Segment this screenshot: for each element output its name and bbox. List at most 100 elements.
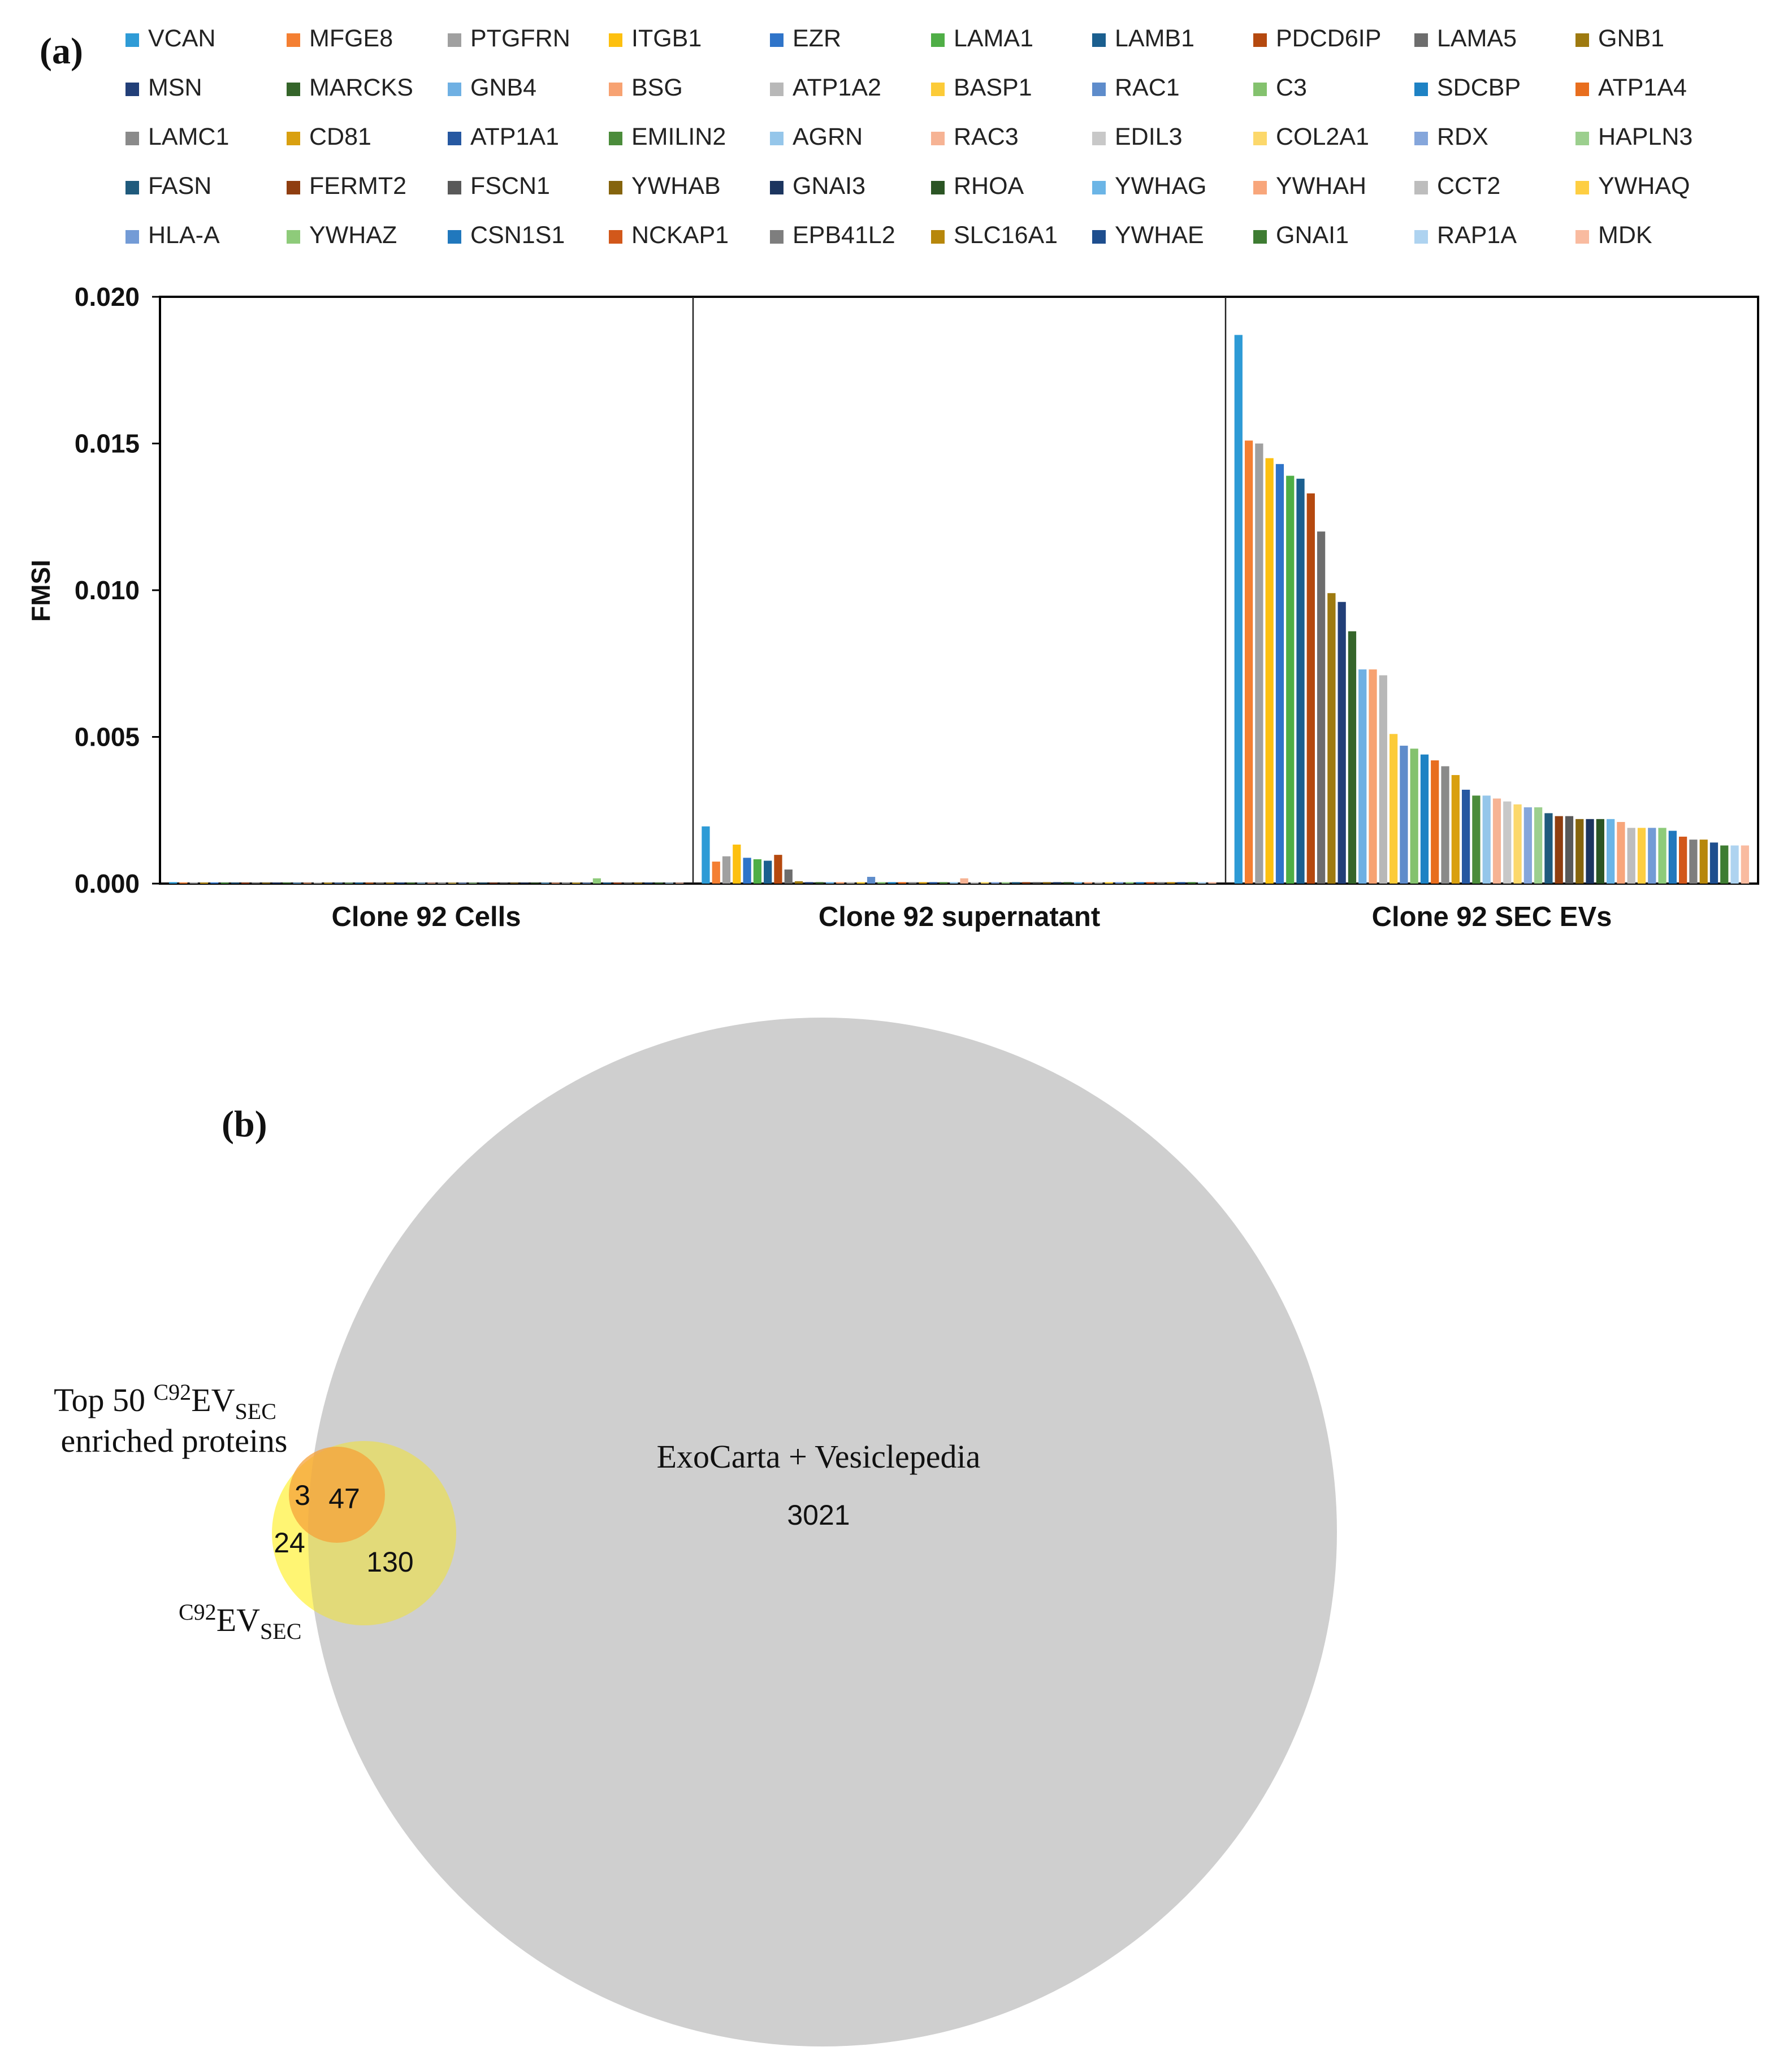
legend-swatch-cct2 — [1414, 181, 1428, 194]
legend-swatch-itgb1 — [609, 33, 622, 47]
legend-label-rdx: RDX — [1437, 123, 1488, 150]
bar-clone-92-cells-fscn1 — [500, 882, 508, 884]
bar-clone-92-cells-rhoa — [531, 882, 539, 884]
bar-clone-92-cells-ywhaz — [592, 878, 601, 884]
bar-clone-92-cells-basp1 — [324, 882, 332, 884]
y-axis-label: FMSI — [26, 560, 55, 622]
legend-swatch-hapln3 — [1575, 132, 1589, 145]
bar-clone-92-sec-evs-hla-a — [1648, 828, 1656, 884]
bar-clone-92-supernatant-ywhaq — [1105, 882, 1113, 884]
bar-clone-92-sec-evs-fscn1 — [1565, 816, 1574, 884]
bar-clone-92-cells-gnai3 — [520, 882, 529, 884]
bar-clone-92-sec-evs-mfge8 — [1244, 440, 1253, 884]
bar-clone-92-cells-mfge8 — [179, 882, 188, 884]
bar-clone-92-supernatant-atp1a1 — [929, 882, 937, 884]
bar-clone-92-supernatant-lama1 — [753, 859, 762, 884]
bar-clone-92-cells-lama1 — [220, 882, 229, 884]
bar-chart: 0.000 0.005 0.010 0.015 0.020 FMSI Clone 92 … — [26, 282, 1759, 932]
legend-label-ywhag: YWHAG — [1115, 172, 1206, 200]
legend-label-agrn: AGRN — [793, 123, 863, 150]
bar-clone-92-sec-evs-msn — [1337, 602, 1346, 884]
bar-clone-92-sec-evs-lama5 — [1317, 531, 1326, 884]
bar-clone-92-supernatant-hapln3 — [1001, 882, 1010, 884]
bar-clone-92-supernatant-agrn — [950, 882, 958, 884]
legend-swatch-vcan — [125, 33, 139, 47]
bar-clone-92-sec-evs-ywhag — [1607, 819, 1615, 884]
bar-clone-92-cells-atp1a4 — [365, 882, 374, 884]
bar-clone-92-cells-gnb1 — [262, 882, 270, 884]
legend-swatch-hla-a — [125, 230, 139, 244]
bar-clone-92-sec-evs-cd81 — [1451, 774, 1460, 884]
bar-clone-92-supernatant-gnai1 — [1187, 882, 1196, 884]
legend-swatch-ywhaz — [287, 230, 300, 244]
legend-swatch-lama5 — [1414, 33, 1428, 47]
bar-clone-92-cells-ywhab — [510, 882, 518, 884]
legend-swatch-atp1a2 — [770, 83, 784, 96]
legend-label-ywhah: YWHAH — [1276, 172, 1366, 200]
bar-clone-92-cells-ywhae — [644, 882, 653, 884]
bar-clone-92-sec-evs-atp1a2 — [1379, 675, 1387, 884]
bar-clone-92-supernatant-msn — [805, 882, 813, 884]
legend-label-slc16a1: SLC16A1 — [954, 222, 1058, 249]
bar-clone-92-supernatant-slc16a1 — [1167, 882, 1175, 884]
bar-clone-92-supernatant-hla-a — [1115, 882, 1124, 884]
bar-clone-92-cells-gnb4 — [293, 882, 301, 884]
venn-label-top50-line2: enriched proteins — [60, 1422, 287, 1459]
bar-clone-92-cells-atp1a1 — [396, 882, 405, 884]
legend-label-edil3: EDIL3 — [1115, 123, 1183, 150]
bar-clone-92-sec-evs-itgb1 — [1265, 458, 1274, 884]
legend-swatch-fasn — [125, 181, 139, 194]
bar-clone-92-sec-evs-hapln3 — [1534, 807, 1543, 884]
legend-label-atp1a2: ATP1A2 — [793, 74, 881, 101]
venn-count-c92evsec-intersection: 130 — [366, 1546, 413, 1578]
bar-clone-92-cells-atp1a2 — [314, 882, 322, 884]
legend-label-basp1: BASP1 — [954, 74, 1032, 101]
y-axis-ticks: 0.000 0.005 0.010 0.015 0.020 — [75, 282, 160, 898]
bar-clone-92-sec-evs-marcks — [1348, 631, 1357, 884]
bar-clone-92-supernatant-lamc1 — [908, 882, 917, 884]
legend-swatch-lamc1 — [125, 132, 139, 145]
bar-clone-92-sec-evs-csn1s1 — [1668, 830, 1677, 884]
legend-swatch-gnai3 — [770, 181, 784, 194]
legend-label-ptgfrn: PTGFRN — [470, 25, 570, 52]
legend-swatch-pdcd6ip — [1253, 33, 1267, 47]
legend-label-ywhaq: YWHAQ — [1598, 172, 1690, 200]
legend-swatch-gnb1 — [1575, 33, 1589, 47]
legend-label-c3: C3 — [1276, 74, 1307, 101]
legend-label-rac3: RAC3 — [954, 123, 1019, 150]
bar-clone-92-cells-ptgfrn — [189, 882, 198, 884]
bar-clone-92-cells-nckap1 — [613, 882, 622, 884]
bar-clone-92-cells-marcks — [283, 882, 291, 884]
bar-clone-92-supernatant-fermt2 — [1022, 882, 1031, 884]
bar-clone-92-sec-evs-emilin2 — [1472, 795, 1481, 884]
bar-clone-92-sec-evs-pdcd6ip — [1306, 493, 1315, 884]
bar-clone-92-sec-evs-ywhaq — [1637, 828, 1646, 884]
bar-clone-92-sec-evs-edil3 — [1503, 801, 1512, 884]
bar-clone-92-sec-evs-ptgfrn — [1255, 443, 1263, 884]
legend-swatch-atp1a4 — [1575, 83, 1589, 96]
bar-clone-92-cells-pdcd6ip — [241, 882, 250, 884]
bar-clone-92-supernatant-atp1a2 — [846, 882, 855, 884]
venn-count-c92evsec-only: 24 — [274, 1527, 305, 1559]
bar-clone-92-sec-evs-mdk — [1741, 845, 1749, 884]
legend-swatch-epb41l2 — [770, 230, 784, 244]
bar-clone-92-supernatant-fscn1 — [1032, 882, 1041, 884]
bar-clone-92-supernatant-atp1a4 — [898, 882, 907, 884]
legend-swatch-emilin2 — [609, 132, 622, 145]
bar-clone-92-supernatant-ywhae — [1177, 882, 1185, 884]
venn-label-c92evsec: C92EVSEC — [179, 1599, 301, 1644]
bar-clone-92-supernatant-ywhah — [1084, 882, 1093, 884]
legend-label-msn: MSN — [148, 74, 202, 101]
y-tick-label: 0.020 — [75, 282, 140, 311]
bar-clone-92-supernatant-emilin2 — [939, 882, 948, 884]
bar-clone-92-supernatant-rac3 — [960, 878, 968, 884]
legend-label-gnai1: GNAI1 — [1276, 222, 1349, 249]
venn-count-top50-intersection: 47 — [328, 1483, 360, 1515]
legend-swatch-rac3 — [931, 132, 945, 145]
bar-clone-92-sec-evs-sdcbp — [1420, 754, 1429, 884]
bar-clone-92-cells-fasn — [479, 882, 487, 884]
legend-label-itgb1: ITGB1 — [631, 25, 702, 52]
venn-circle-exocarta — [308, 1018, 1337, 2046]
